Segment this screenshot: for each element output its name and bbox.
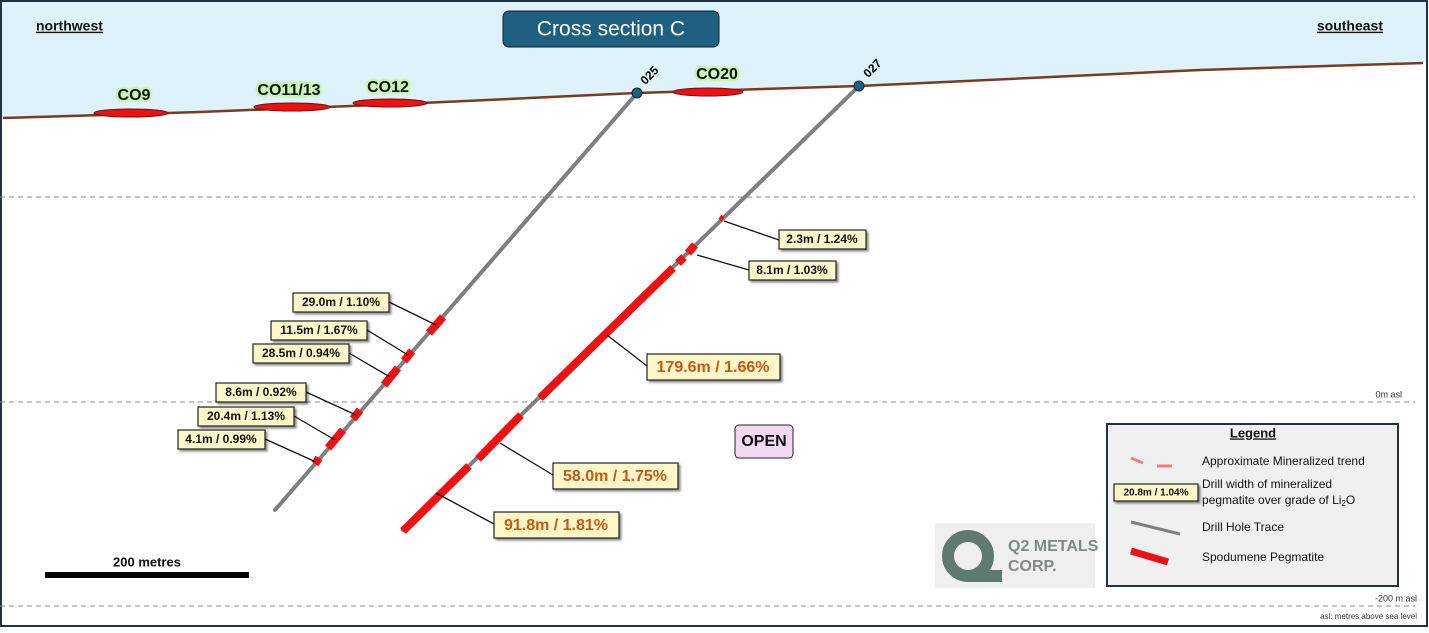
collar (631, 87, 643, 99)
legend-swatch (1130, 456, 1144, 465)
legend-label: Drill width of mineralized (1202, 477, 1332, 491)
outcrop-label: CO12 (367, 79, 409, 96)
leader (305, 391, 357, 416)
label-box (552, 462, 679, 490)
sky (1, 1, 1428, 118)
label-box (493, 511, 620, 539)
legend-subscript: 2 (1341, 499, 1346, 508)
logo-mark (968, 570, 1002, 582)
open-box (734, 424, 794, 459)
legend-label-part: pegmatite over grade of Li (1202, 493, 1341, 507)
intercept-label: 28.5m / 0.94% (262, 346, 340, 360)
label-box (270, 320, 368, 341)
outcrop (672, 87, 744, 97)
elevation-note: asl: metres above sea level (1320, 612, 1417, 621)
pegmatite (400, 463, 472, 534)
logo-text: Q2 METALS (1008, 538, 1099, 555)
legend-label: Approximate Mineralized trend (1202, 454, 1365, 468)
pegmatite (311, 455, 323, 467)
intercept-label: 11.5m / 1.67% (280, 323, 358, 337)
leader (293, 415, 336, 441)
intercept-label: 20.4m / 1.13% (207, 409, 285, 423)
open-label: OPEN (741, 433, 786, 450)
outcrop-label: CO20 (696, 66, 738, 83)
pegmatite (718, 214, 725, 222)
outcrop (253, 102, 331, 112)
intercept-label: 8.6m / 0.92% (225, 385, 297, 399)
intercept-label: 29.0m / 1.10% (302, 295, 380, 309)
leader (264, 438, 317, 463)
leader (499, 442, 554, 476)
legend-swatch (1130, 547, 1169, 566)
pegmatite (324, 427, 347, 451)
elevation-label: 0m asl (1375, 389, 1402, 399)
pegmatite (537, 265, 676, 401)
scale-label: 200 metres (113, 554, 181, 569)
pegmatite (380, 365, 402, 388)
legend-swatch (1130, 520, 1181, 536)
pegmatite (675, 254, 687, 266)
legend-label: Drill Hole Trace (1202, 520, 1284, 534)
intercept-label: 91.8m / 1.81% (504, 517, 608, 534)
intercept-label: 58.0m / 1.75% (563, 468, 667, 485)
label-box (646, 353, 781, 381)
leader (723, 220, 780, 241)
label-box (778, 229, 867, 250)
collar (853, 80, 865, 92)
pegmatite (475, 412, 524, 462)
legend-swatch (1113, 483, 1199, 502)
leader (435, 492, 495, 525)
outcrop (93, 108, 169, 118)
legend-sample: 20.8m / 1.04% (1123, 488, 1188, 499)
legend-title: Legend (1230, 425, 1276, 440)
title: Cross section C (537, 18, 685, 41)
leader (696, 254, 750, 271)
leader (606, 334, 648, 367)
label-box (292, 292, 390, 313)
leader (366, 329, 409, 356)
outcrop-label: CO11/13 (257, 82, 320, 99)
leader (388, 301, 437, 326)
pegmatite (684, 242, 699, 256)
label-box (748, 260, 837, 281)
pegmatite (400, 348, 416, 364)
intercept-label: 4.1m / 0.99% (185, 432, 257, 446)
elevation-label: -200 m asl (1375, 593, 1417, 603)
label-box (177, 429, 266, 450)
label-box (252, 343, 350, 364)
legend-label: Spodumene Pegmatite (1202, 550, 1324, 564)
intercept-label: 179.6m / 1.66% (657, 359, 770, 376)
scale-bar (45, 572, 249, 578)
legend-label: pegmatite over grade of Li2O (1202, 493, 1355, 508)
title-box (502, 10, 720, 48)
intercept-label: 2.3m / 1.24% (786, 232, 858, 246)
label-box (197, 406, 295, 427)
leader (348, 352, 391, 378)
outcrop (352, 98, 428, 108)
pegmatite (349, 407, 364, 422)
legend-label-part: O (1346, 493, 1355, 507)
direction-label: northwest (36, 18, 103, 34)
intercept-label: 8.1m / 1.03% (756, 263, 828, 277)
logo-text: CORP. (1008, 558, 1057, 575)
direction-label: southeast (1317, 18, 1383, 34)
label-box (215, 382, 307, 403)
outcrop-label: CO9 (118, 87, 151, 104)
